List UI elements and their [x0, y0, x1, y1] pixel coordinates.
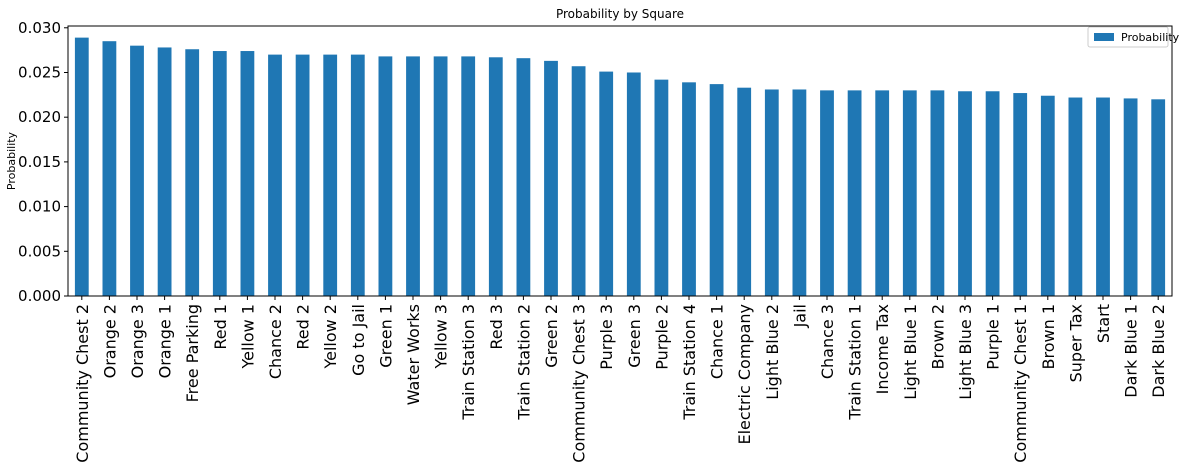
x-tick-label: Super Tax — [1066, 304, 1085, 382]
x-tick-label: Chance 1 — [708, 304, 727, 379]
x-tick-label: Train Station 1 — [846, 304, 865, 421]
x-tick-label: Red 2 — [294, 304, 313, 350]
bar — [74, 37, 89, 296]
y-tick-label: 0.000 — [18, 287, 61, 305]
x-tick-label: Start — [1094, 304, 1113, 343]
bar — [516, 58, 531, 297]
x-tick-label: Go to Jail — [349, 304, 368, 376]
y-tick-label: 0.025 — [18, 63, 61, 81]
x-tick-label: Yellow 2 — [321, 304, 340, 370]
bar — [185, 49, 200, 297]
x-tick-label: Train Station 3 — [459, 304, 478, 421]
y-axis: 0.000 0.005 0.010 0.015 0.020 0.025 0.030 — [18, 19, 68, 305]
bar — [157, 47, 172, 296]
plot-frame — [67, 25, 1173, 297]
x-tick-label: Brown 2 — [928, 304, 947, 369]
x-tick-label: Orange 1 — [156, 304, 175, 378]
x-tick-label: Red 1 — [211, 304, 230, 350]
bar — [1040, 95, 1055, 296]
bar — [820, 90, 834, 297]
bar — [571, 66, 586, 297]
bar — [240, 51, 255, 296]
x-tick-label: Light Blue 1 — [901, 304, 920, 400]
x-tick-label: Orange 3 — [128, 304, 147, 378]
bar — [1123, 98, 1138, 296]
x-tick-label: Yellow 3 — [432, 304, 451, 370]
x-tick-label: Community Chest 3 — [570, 304, 589, 463]
bar — [102, 41, 117, 297]
bar — [985, 91, 1000, 297]
x-tick-label: Light Blue 3 — [956, 304, 975, 400]
bar — [1096, 97, 1110, 296]
bar — [212, 51, 227, 296]
x-tick-label: Purple 1 — [984, 304, 1003, 370]
x-tick-label: Train Station 4 — [680, 304, 699, 421]
x-axis: Community Chest 2 Orange 2 Orange 3 Orange … — [73, 296, 1168, 463]
x-tick-label: Yellow 1 — [238, 304, 257, 370]
legend-box — [1087, 26, 1169, 48]
x-tick-label: Green 3 — [625, 304, 644, 368]
bar — [654, 79, 669, 296]
x-tick-label: Income Tax — [873, 304, 892, 394]
bar — [626, 72, 641, 296]
x-tick-label: Red 3 — [487, 304, 506, 350]
x-tick-label: Electric Company — [735, 304, 754, 445]
x-tick-label: Green 2 — [542, 304, 561, 368]
bar — [378, 56, 393, 296]
bar — [764, 89, 779, 296]
bar — [433, 56, 448, 296]
bar — [847, 90, 862, 297]
legend-label: Probability — [1121, 31, 1180, 44]
bar — [958, 91, 972, 297]
legend-swatch — [1094, 33, 1114, 41]
bar — [709, 84, 724, 296]
bar — [599, 71, 614, 296]
x-tick-label: Purple 3 — [597, 304, 616, 370]
bar — [1068, 97, 1083, 296]
legend: Probability — [1087, 26, 1180, 48]
x-tick-label: Chance 2 — [266, 304, 285, 379]
x-tick-label: Train Station 2 — [514, 304, 533, 421]
bar — [1013, 93, 1028, 296]
x-tick-label: Community Chest 2 — [73, 304, 92, 463]
bars-group — [74, 37, 1166, 297]
x-tick-label: Purple 2 — [652, 304, 671, 370]
bar — [875, 90, 890, 297]
x-tick-label: Orange 2 — [100, 304, 119, 378]
bar — [461, 56, 476, 296]
y-tick-label: 0.010 — [18, 198, 61, 216]
bar — [268, 54, 282, 297]
x-tick-label: Jail — [790, 304, 809, 328]
x-tick-label: Dark Blue 1 — [1122, 304, 1141, 398]
bar — [792, 89, 807, 296]
chart-title: Probability by Square — [556, 7, 684, 21]
x-tick-label: Community Chest 1 — [1011, 304, 1030, 463]
bar — [295, 54, 310, 297]
y-tick-label: 0.005 — [18, 242, 61, 260]
x-tick-label: Brown 1 — [1039, 304, 1058, 369]
x-tick-label: Water Works — [404, 304, 423, 405]
bar — [406, 56, 420, 296]
y-axis-label: Probability — [5, 131, 18, 190]
y-tick-label: 0.030 — [18, 19, 61, 37]
bar — [488, 57, 503, 297]
bar — [544, 60, 558, 296]
bar — [1151, 99, 1166, 297]
y-tick-label: 0.015 — [18, 153, 61, 171]
y-tick-label: 0.020 — [18, 108, 61, 126]
x-tick-label: Free Parking — [183, 304, 202, 402]
bar — [902, 90, 917, 297]
x-tick-label: Green 1 — [376, 304, 395, 368]
bar — [350, 54, 365, 297]
x-tick-label: Dark Blue 2 — [1149, 304, 1168, 398]
bar — [323, 54, 338, 297]
bar — [682, 82, 696, 297]
x-tick-label: Light Blue 2 — [763, 304, 782, 400]
x-tick-label: Chance 3 — [818, 304, 837, 379]
bar — [930, 90, 945, 297]
bar — [130, 45, 144, 297]
bar — [737, 87, 752, 296]
